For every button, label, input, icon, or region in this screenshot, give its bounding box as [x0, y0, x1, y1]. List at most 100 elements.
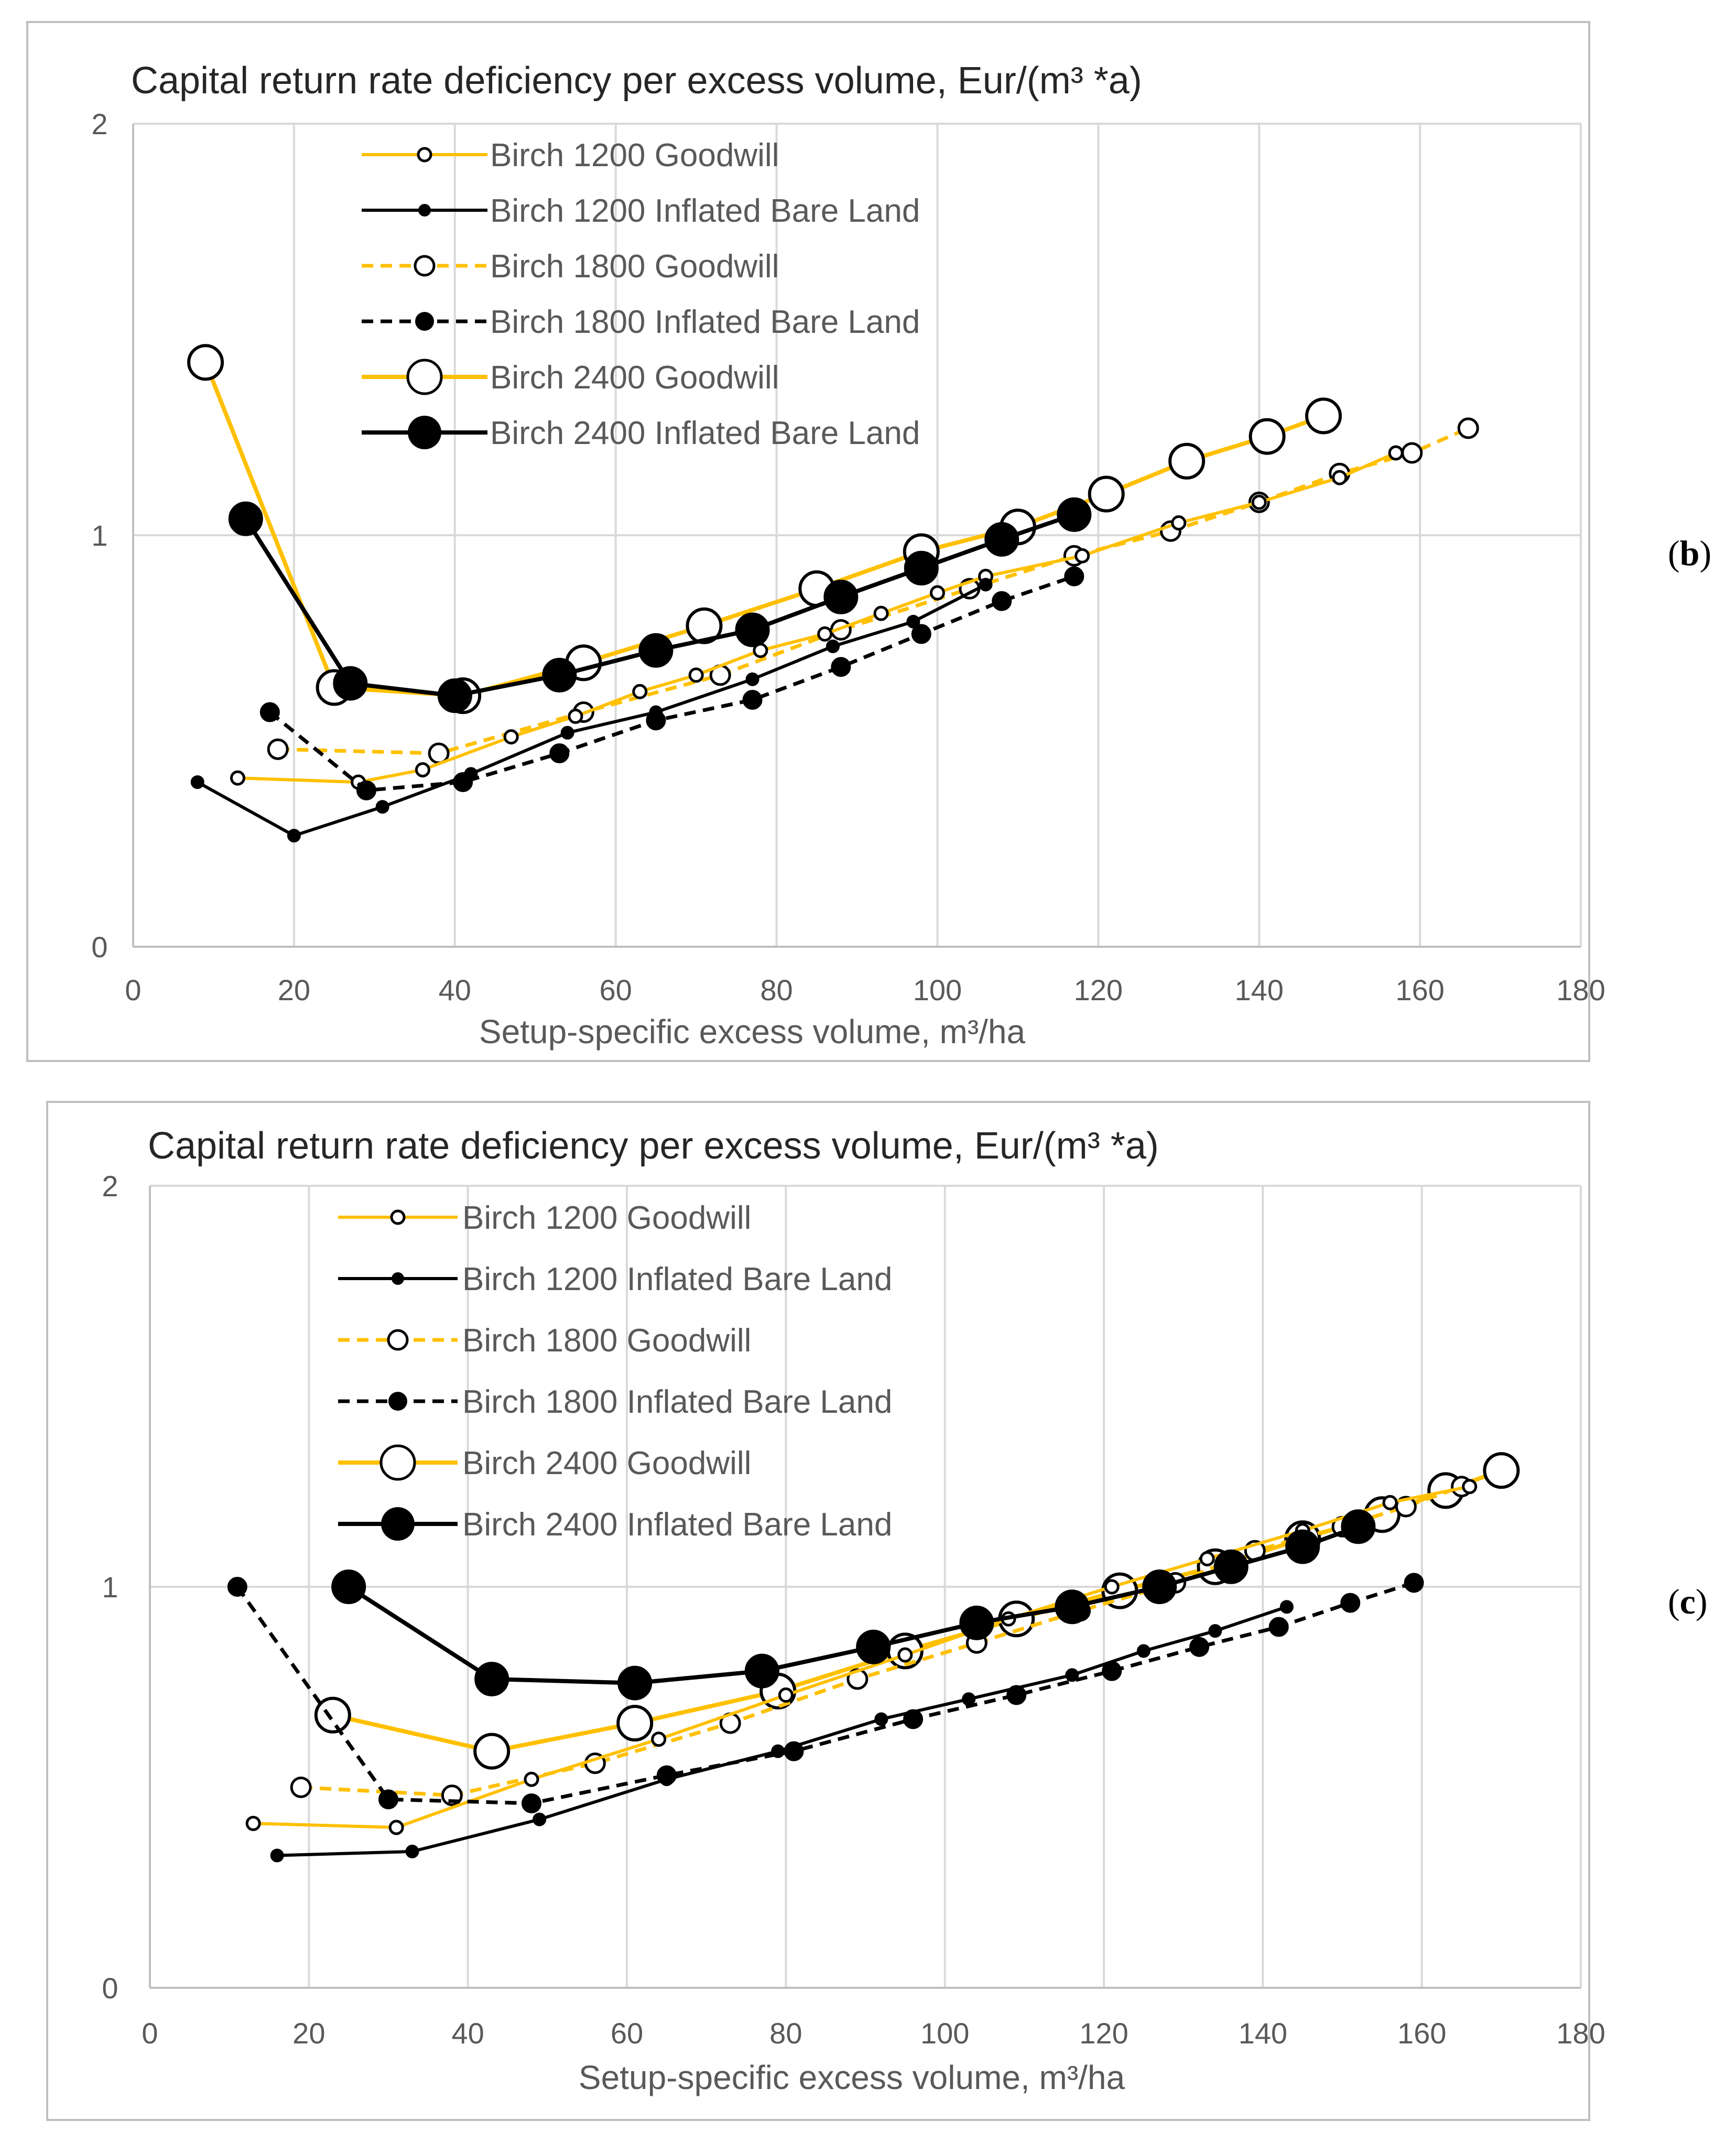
data-point	[778, 1687, 794, 1703]
x-axis-label: Setup-specific excess volume, m³/ha	[479, 1013, 1026, 1051]
gridlines	[132, 123, 1582, 948]
data-point	[259, 702, 280, 722]
data-point	[375, 800, 389, 814]
legend-item-birch-2400-goodwill: Birch 2400 Goodwill	[338, 1444, 751, 1481]
legend-marker	[390, 1209, 406, 1225]
series-line	[197, 583, 986, 838]
series-layer	[187, 344, 1479, 843]
legend-label: Birch 2400 Goodwill	[462, 1445, 751, 1481]
tick-labels: 0 20 40 60 80 100 120 140 160 180 0 1 2	[102, 1170, 1605, 2050]
legend-label: Birch 1800 Inflated Bare Land	[490, 304, 920, 340]
legend-item-birch-1800-goodwill: Birch 1800 Goodwill	[362, 248, 779, 285]
data-point	[979, 578, 993, 592]
legend-label: Birch 1200 Goodwill	[490, 137, 779, 174]
data-point	[524, 1771, 539, 1787]
data-point	[1142, 1570, 1177, 1604]
data-point	[549, 743, 570, 764]
chart-panel-b: Capital return rate deficiency per exces…	[26, 21, 1711, 1062]
x-tick-label: 60	[600, 973, 632, 1007]
x-tick-label: 0	[125, 973, 141, 1007]
series-line	[300, 1485, 1462, 1798]
data-point	[533, 1812, 547, 1826]
data-point	[1341, 1509, 1376, 1544]
data-point	[503, 729, 519, 745]
legend-marker	[418, 204, 431, 217]
series-birch-1200-goodwill	[230, 445, 1404, 790]
series-line	[244, 512, 1075, 698]
data-point	[230, 770, 245, 786]
legend-item-birch-1200-inflated-bare-land: Birch 1200 Inflated Bare Land	[338, 1261, 892, 1297]
legend-item-birch-1800-inflated-bare-land: Birch 1800 Inflated Bare Land	[362, 304, 920, 340]
legend-marker	[392, 1272, 404, 1285]
data-point	[1199, 1551, 1215, 1566]
data-point	[1189, 1637, 1209, 1657]
legend-marker	[415, 312, 434, 331]
data-point	[1279, 1600, 1294, 1614]
data-point	[1305, 397, 1342, 435]
data-point	[437, 678, 472, 713]
data-point	[1057, 497, 1092, 532]
data-point	[1104, 1579, 1120, 1595]
data-point	[962, 1692, 976, 1706]
data-point	[659, 1772, 674, 1787]
legend-marker	[379, 1444, 416, 1481]
data-point	[356, 780, 376, 800]
x-tick-label: 20	[278, 973, 310, 1007]
data-point	[290, 1777, 312, 1798]
series-birch-1200-inflated-bare-land	[190, 578, 993, 843]
series-line	[278, 426, 1469, 755]
data-point	[1213, 1549, 1249, 1584]
x-tick-label: 140	[1235, 973, 1284, 1007]
data-point	[1457, 417, 1479, 439]
x-tick-label: 180	[1556, 2017, 1605, 2050]
series-birch-2400-inflated-bare-land	[228, 497, 1092, 713]
data-point	[992, 591, 1012, 611]
y-tick-label: 2	[102, 1170, 118, 1203]
data-point	[542, 657, 577, 692]
data-point	[826, 639, 840, 653]
legend: Birch 1200 Goodwill Birch 1200 Inflated B…	[338, 1200, 892, 1543]
data-point	[823, 579, 859, 614]
y-tick-label: 0	[102, 1972, 118, 2005]
tick-labels: 0 20 40 60 80 100 120 140 160 180 0 1 2	[91, 107, 1605, 1007]
data-point	[1168, 442, 1206, 480]
data-point	[744, 1653, 779, 1689]
legend-marker	[417, 147, 432, 163]
data-point	[984, 522, 1019, 557]
legend-item-birch-1800-inflated-bare-land: Birch 1800 Inflated Bare Land	[338, 1384, 892, 1420]
legend-label: Birch 1200 Inflated Bare Land	[462, 1261, 892, 1297]
data-point	[1075, 548, 1090, 564]
data-point	[1136, 1644, 1151, 1658]
x-tick-label: 160	[1397, 2017, 1446, 2050]
legend-item-birch-1200-goodwill: Birch 1200 Goodwill	[362, 137, 779, 174]
x-tick-label: 80	[760, 973, 793, 1007]
data-point	[190, 775, 204, 789]
x-tick-label: 120	[1079, 2017, 1128, 2050]
data-point	[1483, 1452, 1520, 1489]
data-point	[473, 1733, 511, 1770]
data-point	[1088, 475, 1125, 513]
x-tick-label: 160	[1395, 973, 1444, 1007]
data-point	[1251, 494, 1267, 510]
data-point	[1388, 445, 1404, 461]
legend-marker	[406, 359, 443, 395]
legend-marker	[387, 1329, 409, 1351]
data-point	[228, 501, 263, 536]
chart-panel-c: Capital return rate deficiency per exces…	[46, 1101, 1708, 2121]
data-point	[616, 1705, 654, 1742]
y-tick-label: 0	[91, 930, 107, 964]
legend-item-birch-1200-goodwill: Birch 1200 Goodwill	[338, 1200, 751, 1236]
data-point	[686, 607, 723, 644]
legend-marker	[414, 255, 436, 277]
legend-marker	[381, 1507, 415, 1541]
data-point	[632, 684, 648, 699]
data-point	[331, 1570, 366, 1604]
data-point	[245, 1815, 261, 1831]
series-line	[268, 575, 1075, 793]
data-point	[904, 550, 939, 586]
x-axis-label: Setup-specific excess volume, m³/ha	[579, 2059, 1125, 2096]
data-point	[617, 1665, 653, 1701]
y-tick-label: 1	[102, 1571, 118, 1604]
legend: Birch 1200 Goodwill Birch 1200 Inflated B…	[362, 137, 920, 451]
legend-label: Birch 1800 Inflated Bare Land	[462, 1384, 892, 1420]
